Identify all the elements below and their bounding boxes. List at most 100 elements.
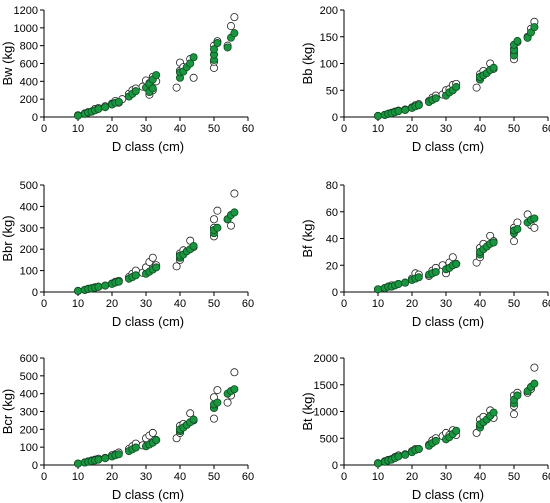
- y-tick-label: 1000: [314, 407, 338, 419]
- x-axis-title: D class (cm): [112, 314, 184, 329]
- x-tick-label: 40: [474, 471, 486, 483]
- predicted-point: [152, 436, 161, 445]
- y-tick-label: 500: [20, 180, 38, 192]
- x-tick-label: 60: [542, 298, 550, 310]
- x-axis-title: D class (cm): [112, 487, 184, 502]
- x-tick-label: 10: [372, 298, 384, 310]
- predicted-point: [213, 38, 222, 47]
- predicted-point: [530, 214, 539, 223]
- predicted-point: [131, 443, 140, 452]
- y-tick-label: 100: [20, 266, 38, 278]
- y-tick-label: 200: [20, 94, 38, 106]
- y-tick-label: 400: [20, 76, 38, 88]
- predicted-point: [513, 37, 522, 46]
- predicted-point: [186, 59, 195, 68]
- y-tick-label: 200: [20, 244, 38, 256]
- x-axis-title: D class (cm): [412, 487, 484, 502]
- y-axis-title: Bcr (kg): [0, 389, 15, 435]
- observed-point: [530, 223, 539, 232]
- x-tick-label: 0: [41, 123, 47, 135]
- observed-point: [509, 237, 518, 246]
- predicted-point: [530, 23, 539, 32]
- y-tick-label: 80: [326, 180, 338, 192]
- predicted-point: [394, 452, 403, 461]
- y-tick-label: 800: [20, 41, 38, 53]
- observed-point: [223, 398, 232, 407]
- observed-point: [189, 73, 198, 82]
- predicted-point: [394, 279, 403, 288]
- y-axis-title: Bw (kg): [0, 41, 15, 85]
- predicted-point: [401, 278, 410, 287]
- predicted-point: [189, 53, 198, 62]
- predicted-point: [513, 391, 522, 400]
- x-tick-label: 40: [474, 298, 486, 310]
- y-tick-label: 1500: [314, 380, 338, 392]
- predicted-point: [189, 241, 198, 250]
- x-tick-label: 50: [508, 298, 520, 310]
- predicted-point: [373, 285, 382, 294]
- predicted-point: [373, 459, 382, 468]
- x-tick-label: 20: [106, 471, 118, 483]
- predicted-point: [513, 225, 522, 234]
- chart-panel-3: 0 10 20 30 40 50 60 0 100 200 300 400 500 D class (cm…: [0, 180, 254, 329]
- x-tick-label: 60: [242, 471, 254, 483]
- y-tick-label: 300: [20, 407, 38, 419]
- y-tick-label: 0: [32, 287, 38, 299]
- predicted-point: [131, 271, 140, 280]
- predicted-point: [152, 263, 161, 272]
- predicted-point: [452, 259, 461, 268]
- x-tick-label: 30: [440, 298, 452, 310]
- x-tick-label: 60: [242, 298, 254, 310]
- y-tick-label: 400: [20, 389, 38, 401]
- predicted-point: [530, 379, 539, 388]
- y-tick-label: 400: [20, 201, 38, 213]
- x-tick-label: 60: [542, 471, 550, 483]
- predicted-point: [74, 111, 83, 120]
- predicted-point: [230, 29, 239, 38]
- predicted-point: [94, 104, 103, 113]
- predicted-point: [401, 450, 410, 459]
- x-tick-label: 50: [208, 471, 220, 483]
- y-tick-label: 200: [320, 5, 338, 17]
- observed-point: [186, 409, 195, 418]
- predicted-point: [452, 426, 461, 435]
- y-tick-label: 600: [20, 353, 38, 365]
- predicted-point: [489, 238, 498, 247]
- y-tick-label: 150: [320, 32, 338, 44]
- predicted-point: [230, 208, 239, 217]
- observed-point: [513, 218, 522, 227]
- x-tick-label: 20: [106, 123, 118, 135]
- predicted-point: [414, 444, 423, 453]
- x-tick-label: 40: [174, 298, 186, 310]
- y-tick-label: 0: [32, 460, 38, 472]
- x-tick-label: 40: [174, 123, 186, 135]
- x-tick-label: 10: [72, 298, 84, 310]
- x-tick-label: 0: [341, 298, 347, 310]
- y-tick-label: 20: [326, 260, 338, 272]
- predicted-point: [401, 106, 410, 115]
- observed-point: [530, 363, 539, 372]
- observed-point: [172, 262, 181, 271]
- y-tick-label: 1000: [14, 23, 38, 35]
- predicted-point: [209, 45, 218, 54]
- y-tick-label: 0: [332, 112, 338, 124]
- y-tick-label: 0: [332, 460, 338, 472]
- x-tick-label: 40: [474, 123, 486, 135]
- y-tick-label: 600: [20, 59, 38, 71]
- x-tick-label: 40: [174, 471, 186, 483]
- x-tick-label: 10: [72, 471, 84, 483]
- predicted-point: [230, 385, 239, 394]
- predicted-point: [431, 94, 440, 103]
- predicted-point: [394, 107, 403, 116]
- observed-point: [509, 410, 518, 419]
- x-tick-label: 20: [106, 298, 118, 310]
- predicted-point: [94, 282, 103, 291]
- x-tick-label: 30: [140, 471, 152, 483]
- predicted-point: [74, 286, 83, 295]
- x-tick-label: 10: [372, 471, 384, 483]
- y-tick-label: 50: [326, 85, 338, 97]
- y-tick-label: 500: [320, 433, 338, 445]
- x-tick-label: 50: [508, 471, 520, 483]
- x-tick-label: 30: [440, 123, 452, 135]
